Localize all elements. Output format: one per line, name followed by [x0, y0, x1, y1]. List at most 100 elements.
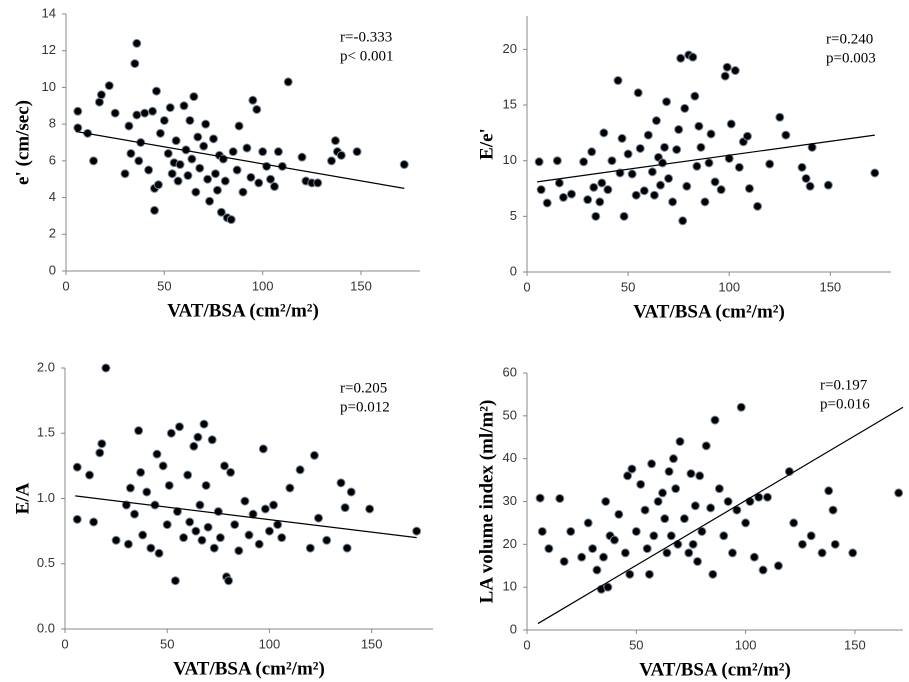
y-tick-label: 10	[503, 579, 517, 594]
data-point	[623, 149, 633, 159]
data-point	[170, 576, 180, 586]
data-point	[189, 92, 199, 102]
data-point	[617, 133, 627, 143]
data-point	[697, 526, 707, 536]
data-point	[224, 576, 234, 586]
data-point	[682, 181, 692, 191]
y-axis-label: E/A	[12, 482, 33, 514]
data-point	[121, 500, 131, 510]
y-tick-label: 15	[503, 96, 517, 111]
data-point	[643, 130, 653, 140]
data-point	[219, 461, 229, 471]
data-point	[197, 535, 207, 545]
data-point	[193, 132, 203, 142]
data-point	[674, 125, 684, 135]
y-tick-label: 0.0	[37, 620, 55, 635]
y-tick-label: 12	[42, 42, 56, 57]
data-point	[719, 531, 729, 541]
x-tick-label: 50	[157, 278, 171, 293]
data-point	[588, 544, 598, 554]
data-point	[130, 59, 140, 69]
data-point	[566, 189, 576, 199]
x-tick-label: 150	[819, 279, 841, 294]
annotation: r=0.197	[820, 377, 868, 393]
annotation: r=0.240	[826, 31, 873, 47]
data-point	[601, 497, 611, 506]
data-point	[266, 174, 276, 184]
x-tick-label: 50	[621, 279, 635, 294]
data-point	[666, 531, 676, 541]
data-point	[130, 509, 140, 519]
data-point	[164, 480, 174, 490]
data-point	[577, 552, 587, 562]
data-point	[627, 169, 637, 179]
data-point	[136, 467, 146, 477]
data-point	[642, 544, 652, 554]
annotation: p< 0.001	[340, 48, 393, 64]
x-tick-label: 100	[735, 637, 757, 652]
x-tick-label: 0	[523, 637, 530, 652]
data-point	[633, 88, 643, 98]
data-point	[138, 530, 148, 540]
data-point	[148, 106, 158, 116]
data-point	[625, 569, 635, 579]
data-point	[185, 517, 195, 527]
data-point	[336, 478, 346, 488]
data-point	[673, 539, 683, 549]
data-point	[126, 149, 136, 159]
data-point	[671, 484, 681, 494]
data-point	[706, 503, 716, 513]
data-point	[848, 548, 858, 558]
x-tick-label: 0	[523, 279, 530, 294]
data-point	[191, 187, 201, 197]
data-point	[111, 535, 121, 545]
data-point	[273, 520, 283, 530]
data-point	[692, 161, 702, 171]
data-point	[542, 198, 552, 208]
data-point	[775, 112, 785, 122]
y-tick-label: 10	[42, 79, 56, 94]
data-point	[166, 428, 176, 438]
data-point	[710, 415, 720, 425]
data-point	[203, 522, 213, 532]
data-point	[640, 505, 650, 515]
data-point	[599, 128, 609, 138]
data-point	[154, 548, 164, 558]
data-point	[73, 123, 83, 133]
data-point	[789, 518, 799, 528]
data-point	[89, 517, 99, 527]
x-tick-label: 150	[361, 636, 383, 651]
data-point	[153, 180, 163, 190]
data-point	[209, 134, 218, 144]
data-point	[254, 539, 264, 549]
data-point	[742, 131, 752, 141]
y-tick-label: 30	[503, 493, 517, 508]
data-point	[162, 520, 172, 530]
data-point	[134, 426, 144, 436]
data-point	[226, 467, 236, 477]
data-point	[830, 539, 840, 549]
data-point	[97, 439, 107, 449]
y-tick-label: 50	[503, 407, 517, 422]
data-point	[185, 115, 195, 125]
x-tick-label: 100	[718, 279, 740, 294]
data-point	[744, 184, 754, 194]
data-point	[579, 157, 589, 167]
y-tick-label: 0	[49, 262, 56, 277]
data-point	[228, 147, 238, 157]
y-tick-label: 0.5	[37, 555, 55, 570]
data-point	[635, 143, 645, 153]
data-point	[73, 106, 83, 116]
data-point	[110, 108, 120, 118]
data-point	[336, 150, 346, 160]
data-point	[264, 526, 274, 536]
data-point	[603, 185, 613, 195]
data-point	[734, 162, 744, 172]
y-tick-label: 20	[503, 536, 517, 551]
y-axis-label: e' (cm/sec)	[12, 100, 33, 185]
data-point	[631, 190, 641, 200]
data-point	[101, 363, 111, 373]
y-tick-label: 60	[503, 364, 517, 379]
data-point	[765, 159, 775, 169]
data-point	[210, 169, 220, 179]
